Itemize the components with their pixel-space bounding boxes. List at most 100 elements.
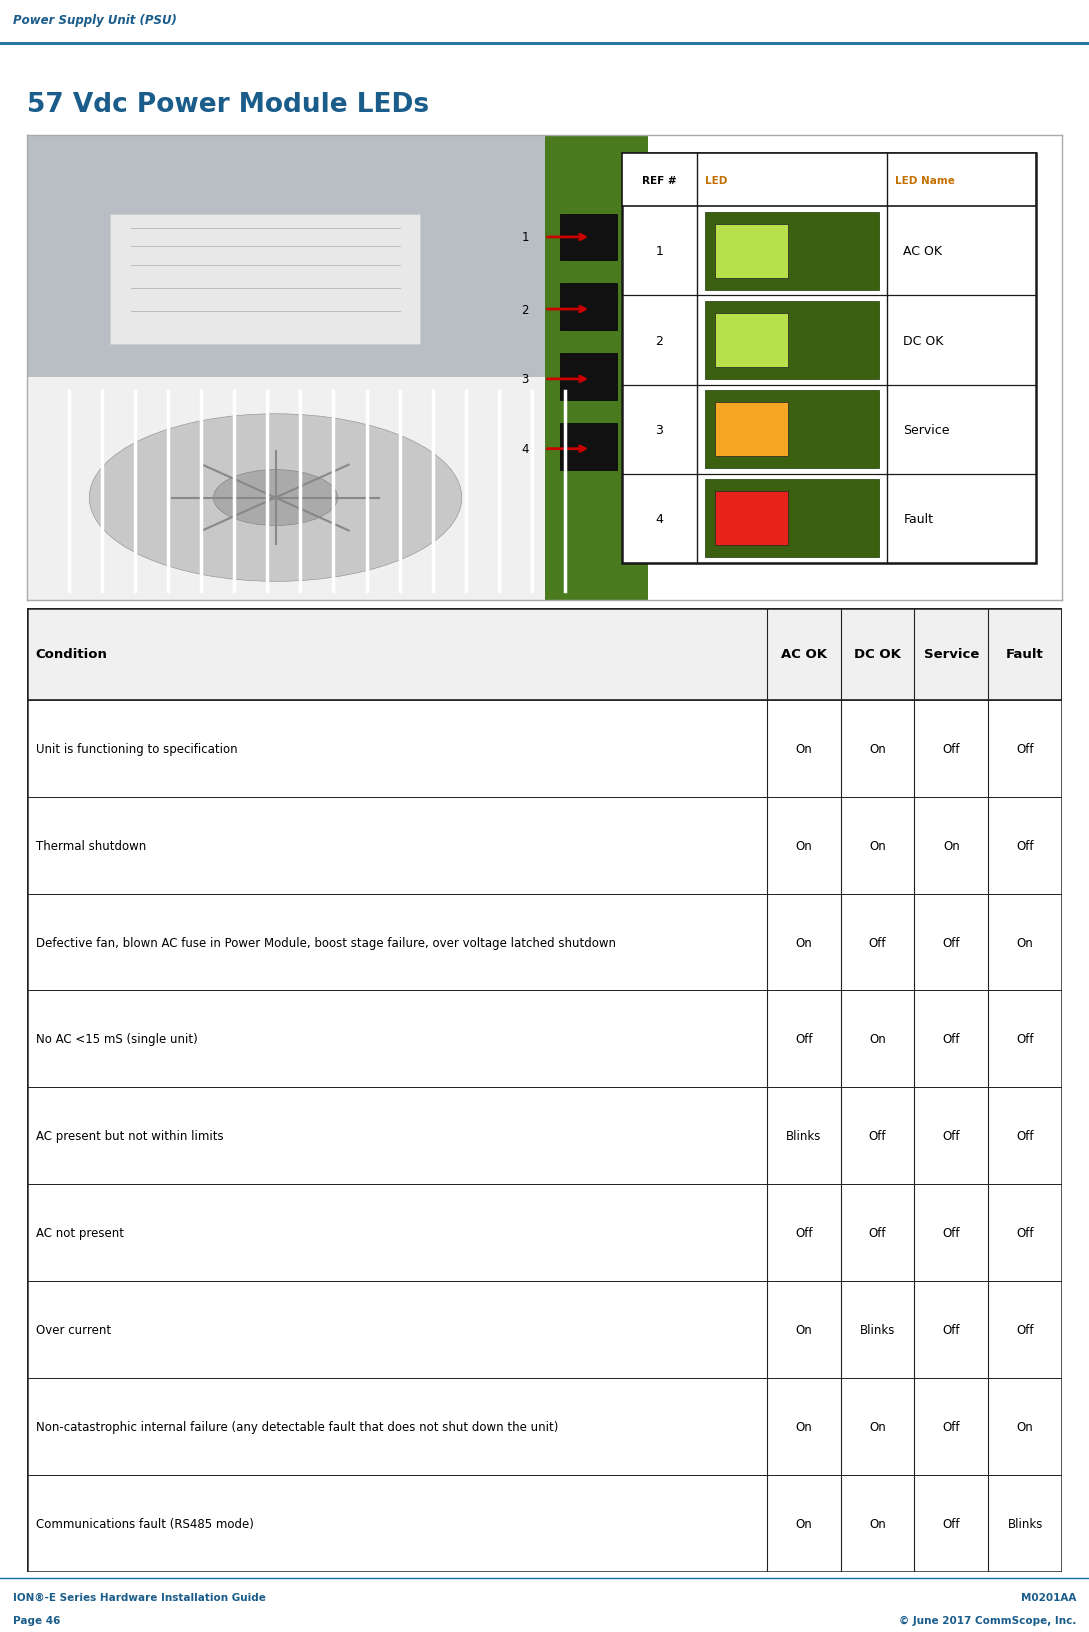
Text: Service: Service bbox=[904, 423, 950, 436]
Text: Non-catastrophic internal failure (any detectable fault that does not shut down : Non-catastrophic internal failure (any d… bbox=[36, 1420, 558, 1433]
Text: LED Name: LED Name bbox=[895, 176, 955, 186]
Bar bbox=[27, 798, 1062, 894]
Bar bbox=[27, 894, 1062, 991]
Bar bbox=[715, 225, 788, 279]
Text: On: On bbox=[869, 1516, 886, 1529]
Text: Off: Off bbox=[1016, 1033, 1033, 1046]
Text: On: On bbox=[795, 1420, 812, 1433]
Text: Blinks: Blinks bbox=[1007, 1516, 1043, 1529]
Text: On: On bbox=[1017, 935, 1033, 948]
Bar bbox=[560, 284, 616, 331]
Text: On: On bbox=[795, 1516, 812, 1529]
Text: 3: 3 bbox=[656, 423, 663, 436]
Bar bbox=[27, 1281, 1062, 1377]
Text: No AC <15 mS (single unit): No AC <15 mS (single unit) bbox=[36, 1033, 197, 1046]
Text: REF #: REF # bbox=[643, 176, 676, 186]
Circle shape bbox=[89, 415, 462, 583]
Bar bbox=[27, 1475, 1062, 1572]
Text: ION®-E Series Hardware Installation Guide: ION®-E Series Hardware Installation Guid… bbox=[13, 1591, 266, 1601]
Text: M0201AA: M0201AA bbox=[1020, 1591, 1076, 1601]
Text: 2: 2 bbox=[522, 304, 529, 317]
Bar bbox=[715, 313, 788, 369]
Text: On: On bbox=[795, 743, 812, 756]
Bar bbox=[715, 403, 788, 457]
Text: Off: Off bbox=[1016, 1226, 1033, 1239]
Text: 3: 3 bbox=[522, 374, 529, 387]
Text: Off: Off bbox=[869, 1226, 886, 1239]
Bar bbox=[705, 480, 879, 558]
Text: Fault: Fault bbox=[904, 512, 933, 526]
Text: Off: Off bbox=[795, 1226, 812, 1239]
Text: DC OK: DC OK bbox=[854, 648, 901, 661]
Bar bbox=[622, 153, 1036, 207]
Bar bbox=[27, 1377, 1062, 1475]
Bar bbox=[705, 302, 879, 380]
Text: Page 46: Page 46 bbox=[13, 1616, 61, 1625]
Text: Off: Off bbox=[943, 1324, 960, 1337]
Text: On: On bbox=[869, 743, 886, 756]
Bar bbox=[110, 214, 420, 344]
Text: 4: 4 bbox=[522, 442, 529, 455]
Circle shape bbox=[213, 470, 338, 526]
Bar bbox=[27, 135, 616, 377]
Text: Blinks: Blinks bbox=[786, 1129, 821, 1142]
Text: Off: Off bbox=[869, 935, 886, 948]
Bar bbox=[622, 153, 1036, 563]
Text: Unit is functioning to specification: Unit is functioning to specification bbox=[36, 743, 237, 756]
Text: Off: Off bbox=[943, 743, 960, 756]
Bar bbox=[705, 212, 879, 290]
Text: Service: Service bbox=[923, 648, 979, 661]
Bar bbox=[705, 392, 879, 468]
Text: Off: Off bbox=[1016, 1324, 1033, 1337]
Text: Off: Off bbox=[943, 1420, 960, 1433]
Text: On: On bbox=[869, 839, 886, 852]
Text: Defective fan, blown AC fuse in Power Module, boost stage failure, over voltage : Defective fan, blown AC fuse in Power Mo… bbox=[36, 935, 615, 948]
Text: AC OK: AC OK bbox=[781, 648, 827, 661]
Text: On: On bbox=[795, 839, 812, 852]
Text: On: On bbox=[795, 935, 812, 948]
Text: AC present but not within limits: AC present but not within limits bbox=[36, 1129, 223, 1142]
Bar bbox=[544, 135, 648, 601]
Text: Thermal shutdown: Thermal shutdown bbox=[36, 839, 146, 852]
Bar bbox=[27, 1185, 1062, 1281]
Text: On: On bbox=[1017, 1420, 1033, 1433]
Bar bbox=[27, 991, 1062, 1087]
Bar bbox=[560, 354, 616, 400]
Text: Condition: Condition bbox=[36, 648, 108, 661]
Text: Off: Off bbox=[795, 1033, 812, 1046]
Text: Off: Off bbox=[943, 1516, 960, 1529]
Text: LED: LED bbox=[705, 176, 727, 186]
Text: Over current: Over current bbox=[36, 1324, 111, 1337]
Text: AC not present: AC not present bbox=[36, 1226, 123, 1239]
Text: AC OK: AC OK bbox=[904, 245, 942, 258]
Text: 2: 2 bbox=[656, 335, 663, 348]
Bar bbox=[560, 214, 616, 261]
Text: Off: Off bbox=[943, 935, 960, 948]
Text: Off: Off bbox=[1016, 743, 1033, 756]
Text: Off: Off bbox=[869, 1129, 886, 1142]
Bar bbox=[560, 424, 616, 470]
Text: Off: Off bbox=[1016, 839, 1033, 852]
Text: Off: Off bbox=[1016, 1129, 1033, 1142]
Text: Off: Off bbox=[943, 1226, 960, 1239]
Text: On: On bbox=[943, 839, 959, 852]
Text: 1: 1 bbox=[522, 232, 529, 245]
Text: On: On bbox=[869, 1420, 886, 1433]
Text: © June 2017 CommScope, Inc.: © June 2017 CommScope, Inc. bbox=[898, 1616, 1076, 1625]
Text: Power Supply Unit (PSU): Power Supply Unit (PSU) bbox=[13, 15, 176, 28]
Text: 4: 4 bbox=[656, 512, 663, 526]
Text: Off: Off bbox=[943, 1033, 960, 1046]
Bar bbox=[27, 700, 1062, 798]
Bar bbox=[715, 491, 788, 547]
Text: Off: Off bbox=[943, 1129, 960, 1142]
Text: 1: 1 bbox=[656, 245, 663, 258]
Bar bbox=[27, 377, 616, 601]
Text: 57 Vdc Power Module LEDs: 57 Vdc Power Module LEDs bbox=[27, 93, 429, 118]
Text: On: On bbox=[869, 1033, 886, 1046]
Text: Communications fault (RS485 mode): Communications fault (RS485 mode) bbox=[36, 1516, 254, 1529]
Bar bbox=[27, 1087, 1062, 1185]
Bar bbox=[27, 609, 1062, 700]
Text: On: On bbox=[795, 1324, 812, 1337]
Text: Blinks: Blinks bbox=[860, 1324, 895, 1337]
Text: DC OK: DC OK bbox=[904, 335, 944, 348]
